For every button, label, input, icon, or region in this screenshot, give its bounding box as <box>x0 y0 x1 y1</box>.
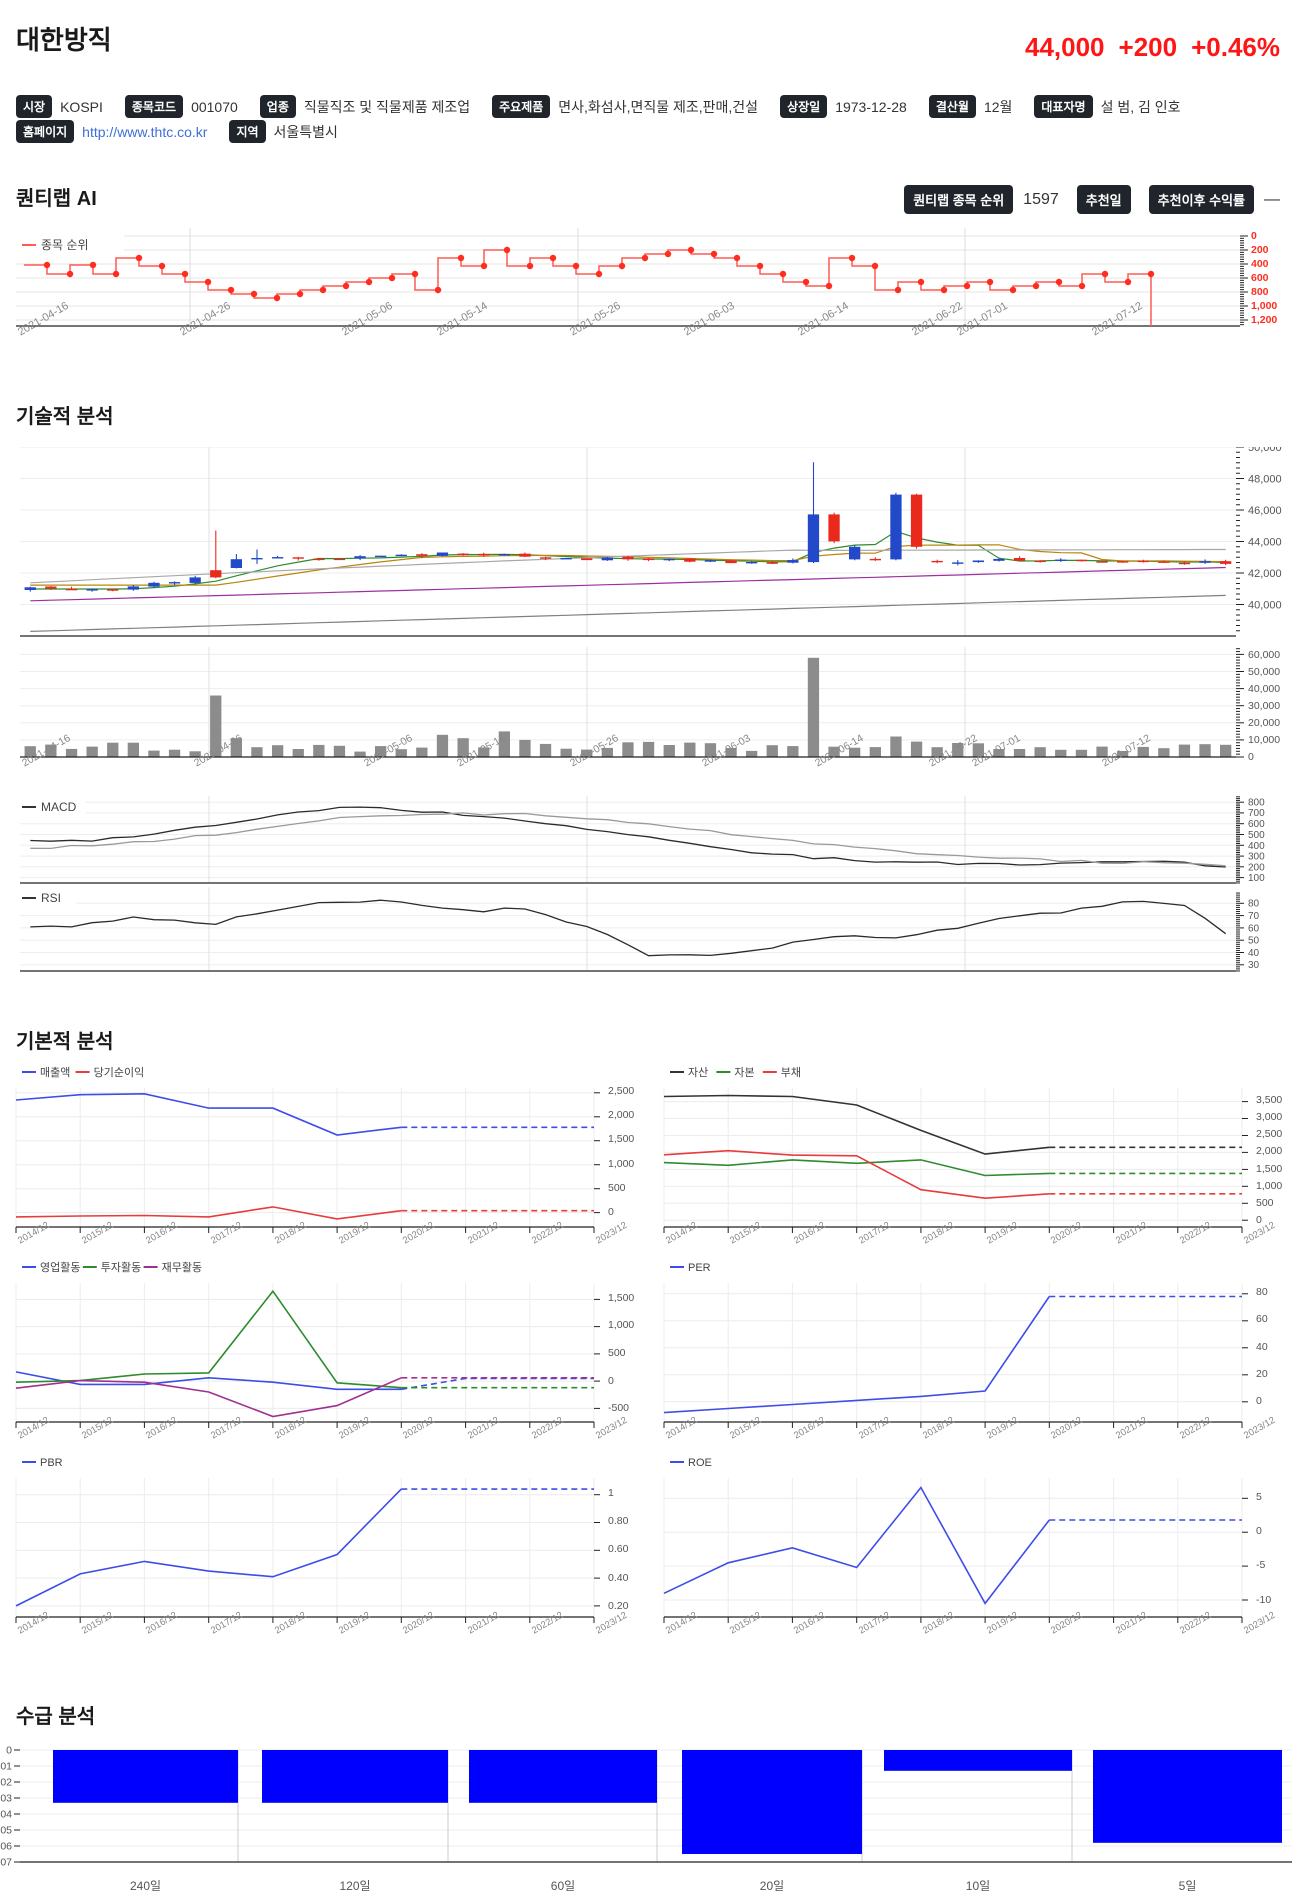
svg-text:-0.07: -0.07 <box>0 1857 12 1869</box>
svg-text:48,000: 48,000 <box>1248 474 1282 486</box>
svg-text:400: 400 <box>1251 258 1269 270</box>
svg-text:ROE: ROE <box>688 1457 712 1469</box>
svg-text:800: 800 <box>1248 798 1265 809</box>
svg-text:30,000: 30,000 <box>1248 700 1280 712</box>
svg-text:50,000: 50,000 <box>1248 447 1282 454</box>
svg-text:50,000: 50,000 <box>1248 666 1280 678</box>
svg-text:-0.03: -0.03 <box>0 1793 12 1805</box>
svg-text:40: 40 <box>1248 948 1260 959</box>
svg-text:20,000: 20,000 <box>1248 717 1280 729</box>
svg-text:자산: 자산 <box>688 1066 708 1079</box>
svg-text:600: 600 <box>1251 272 1269 284</box>
svg-text:부채: 부채 <box>781 1066 801 1079</box>
svg-text:1,200: 1,200 <box>1251 314 1277 326</box>
svg-text:44,000: 44,000 <box>1248 537 1282 549</box>
svg-text:당기순이익: 당기순이익 <box>94 1066 145 1079</box>
svg-text:-0.04: -0.04 <box>0 1809 12 1821</box>
svg-text:투자활동: 투자활동 <box>101 1260 141 1274</box>
svg-text:70: 70 <box>1248 911 1260 922</box>
svg-text:42,000: 42,000 <box>1248 568 1282 580</box>
svg-text:50: 50 <box>1248 936 1260 947</box>
svg-text:30: 30 <box>1248 960 1260 971</box>
svg-text:0: 0 <box>1251 230 1257 242</box>
svg-text:0: 0 <box>6 1745 12 1757</box>
svg-text:1,000: 1,000 <box>1251 300 1277 312</box>
svg-text:PBR: PBR <box>40 1457 63 1469</box>
svg-text:종목 순위: 종목 순위 <box>41 238 89 252</box>
svg-text:재무활동: 재무활동 <box>162 1260 202 1274</box>
svg-text:80: 80 <box>1248 899 1260 910</box>
svg-text:200: 200 <box>1248 863 1265 874</box>
svg-text:40,000: 40,000 <box>1248 683 1280 695</box>
svg-text:100: 100 <box>1248 873 1265 884</box>
svg-text:600: 600 <box>1248 819 1265 830</box>
svg-text:300: 300 <box>1248 852 1265 863</box>
svg-text:-0.06: -0.06 <box>0 1841 12 1853</box>
svg-text:10,000: 10,000 <box>1248 734 1280 746</box>
svg-text:-0.05: -0.05 <box>0 1825 12 1837</box>
svg-text:60: 60 <box>1248 924 1260 935</box>
svg-text:800: 800 <box>1251 286 1269 298</box>
svg-text:60,000: 60,000 <box>1248 649 1280 661</box>
svg-text:PER: PER <box>688 1262 711 1274</box>
svg-text:46,000: 46,000 <box>1248 505 1282 517</box>
svg-text:MACD: MACD <box>41 800 77 814</box>
svg-text:200: 200 <box>1251 244 1269 256</box>
svg-text:-0.01: -0.01 <box>0 1761 12 1773</box>
svg-text:500: 500 <box>1248 830 1265 841</box>
svg-text:700: 700 <box>1248 808 1265 819</box>
svg-text:40,000: 40,000 <box>1248 600 1282 612</box>
svg-text:400: 400 <box>1248 841 1265 852</box>
svg-text:-0.02: -0.02 <box>0 1777 12 1789</box>
svg-text:자본: 자본 <box>734 1066 754 1079</box>
svg-text:매출액: 매출액 <box>40 1066 70 1079</box>
svg-text:RSI: RSI <box>41 891 61 905</box>
svg-text:영업활동: 영업활동 <box>40 1260 80 1274</box>
